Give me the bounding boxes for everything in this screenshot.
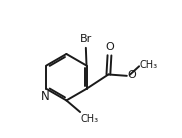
Text: O: O	[105, 42, 114, 52]
Text: Br: Br	[80, 34, 92, 44]
Text: CH₃: CH₃	[81, 114, 99, 124]
Text: O: O	[128, 70, 136, 80]
Text: CH₃: CH₃	[140, 60, 158, 70]
Text: N: N	[41, 90, 50, 103]
